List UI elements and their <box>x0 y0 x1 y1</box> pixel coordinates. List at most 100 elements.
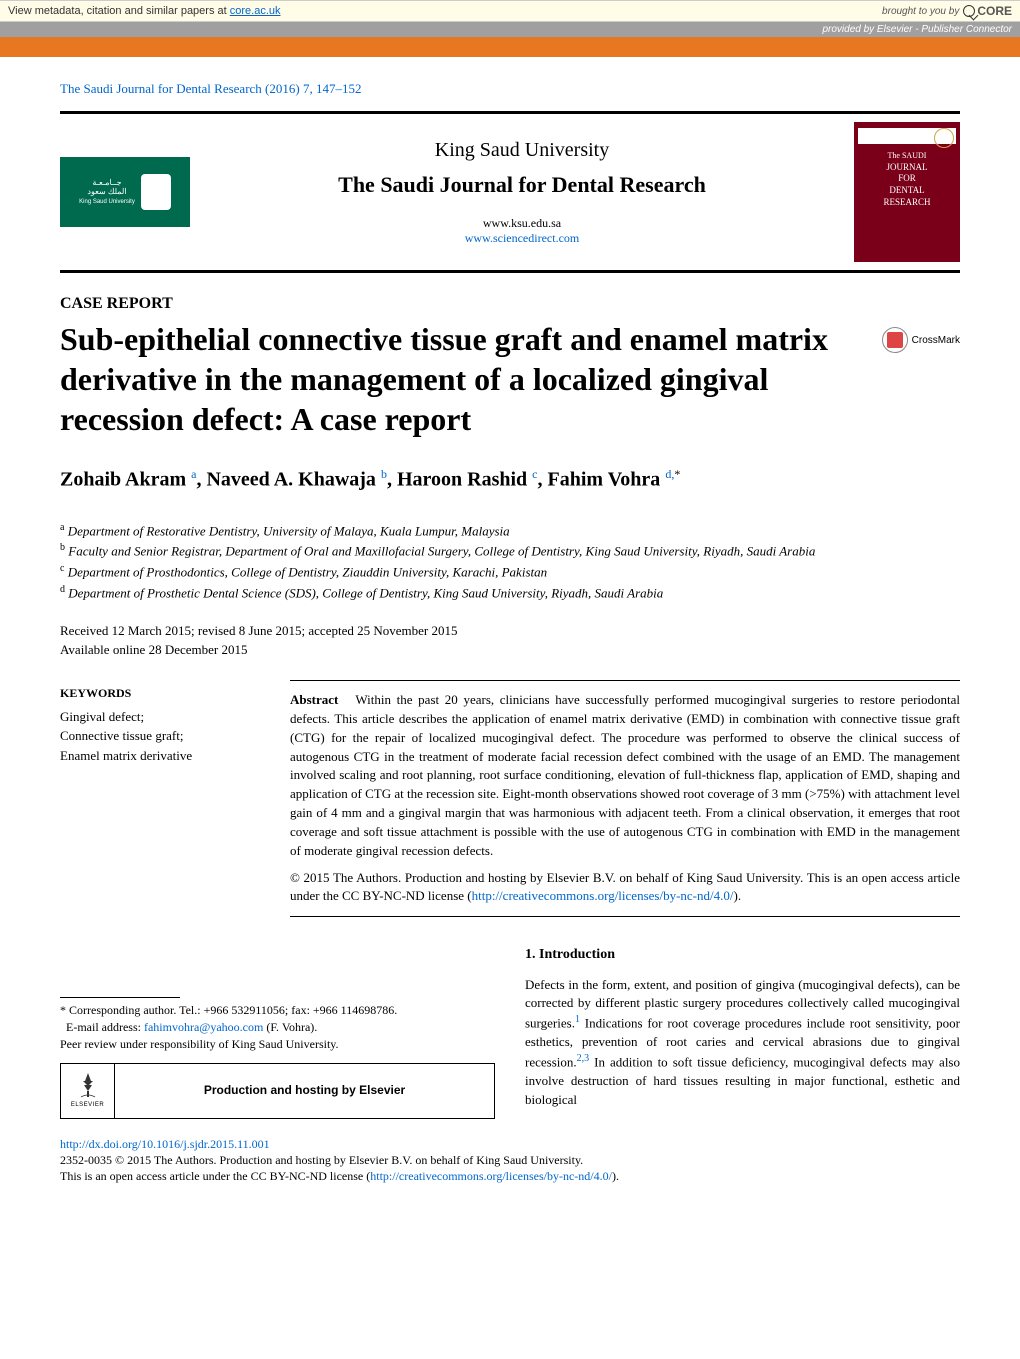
author-4: Fahim Vohra <box>548 469 661 491</box>
author-2-aff[interactable]: b <box>381 467 387 481</box>
cover-line2: FOR <box>898 173 916 183</box>
hosting-text: Production and hosting by Elsevier <box>115 1082 494 1099</box>
copyright-prefix: This is an open access article under the… <box>60 1169 370 1183</box>
citation-link[interactable]: The Saudi Journal for Dental Research (2… <box>60 81 361 96</box>
abstract-label: Abstract <box>290 692 338 707</box>
crossmark-icon <box>882 327 908 353</box>
provided-by-bar: provided by Elsevier - Publisher Connect… <box>0 22 1020 37</box>
aff-b: b Faculty and Senior Registrar, Departme… <box>60 540 960 561</box>
intro-heading: 1. Introduction <box>525 945 960 965</box>
core-logo-text: CORE <box>977 4 1012 18</box>
bottom-copyright: 2352-0035 © 2015 The Authors. Production… <box>60 1152 960 1186</box>
right-column: 1. Introduction Defects in the form, ext… <box>525 945 960 1118</box>
abstract-license-link[interactable]: http://creativecommons.org/licenses/by-n… <box>472 888 734 903</box>
cover-text: The SAUDI JOURNAL FOR DENTAL RESEARCH <box>858 150 956 208</box>
crossmark-badge[interactable]: CrossMark <box>882 327 960 353</box>
intro-text-3: In addition to soft tissue deficiency, m… <box>525 1055 960 1108</box>
intro-ref-2[interactable]: 2,3 <box>577 1053 590 1064</box>
author-4-star: * <box>674 467 680 481</box>
authors: Zohaib Akram a, Naveed A. Khawaja b, Har… <box>60 467 960 492</box>
aff-a: a Department of Restorative Dentistry, U… <box>60 520 960 541</box>
abstract-close: ). <box>733 888 741 903</box>
cover-saudi: SAUDI <box>902 151 926 160</box>
ksu-arabic: جــامـعـة الملك سعود King Saud Universit… <box>79 179 135 205</box>
doi-line: http://dx.doi.org/10.1016/j.sjdr.2015.11… <box>60 1137 960 1152</box>
elsevier-tree-icon <box>73 1071 103 1101</box>
author-2: Naveed A. Khawaja <box>206 469 375 491</box>
header-box: جــامـعـة الملك سعود King Saud Universit… <box>60 111 960 273</box>
author-4-aff[interactable]: d, <box>665 467 674 481</box>
journal-cover: The SAUDI JOURNAL FOR DENTAL RESEARCH <box>854 122 960 262</box>
aff-c: c Department of Prosthodontics, College … <box>60 561 960 582</box>
doi-link[interactable]: http://dx.doi.org/10.1016/j.sjdr.2015.11… <box>60 1137 270 1151</box>
ksu-arabic-2: الملك سعود <box>79 188 135 197</box>
body-columns: * Corresponding author. Tel.: +966 53291… <box>60 945 960 1118</box>
copyright-suffix: ). <box>612 1169 619 1183</box>
url-sciencedirect[interactable]: www.sciencedirect.com <box>465 231 580 245</box>
abstract-column: Abstract Within the past 20 years, clini… <box>290 680 960 917</box>
email-suffix: (F. Vohra). <box>263 1020 317 1034</box>
aff-c-text: Department of Prosthodontics, College of… <box>68 565 547 580</box>
footnotes: * Corresponding author. Tel.: +966 53291… <box>60 1002 495 1052</box>
abstract-copyright: © 2015 The Authors. Production and hosti… <box>290 869 960 907</box>
peer-review: Peer review under responsibility of King… <box>60 1036 495 1053</box>
ksu-logo: جــامـعـة الملك سعود King Saud Universit… <box>60 157 190 227</box>
journal-citation[interactable]: The Saudi Journal for Dental Research (2… <box>60 81 960 97</box>
core-link[interactable]: core.ac.uk <box>230 5 281 17</box>
article-type: CASE REPORT <box>60 295 960 313</box>
abstract-text: Within the past 20 years, clinicians hav… <box>290 692 960 858</box>
cover-seal-icon <box>934 128 954 148</box>
cover-line3: DENTAL <box>889 185 924 195</box>
journal-name: The Saudi Journal for Dental Research <box>190 172 854 198</box>
article-dates: Received 12 March 2015; revised 8 June 2… <box>60 621 960 660</box>
affiliations: a Department of Restorative Dentistry, U… <box>60 520 960 603</box>
abstract-block: KEYWORDS Gingival defect; Connective tis… <box>60 680 960 917</box>
elsevier-logo: ELSEVIER <box>61 1064 115 1118</box>
left-column: * Corresponding author. Tel.: +966 53291… <box>60 945 495 1118</box>
aff-a-text: Department of Restorative Dentistry, Uni… <box>68 523 510 538</box>
ksu-english-small: King Saud University <box>79 199 135 206</box>
core-left: View metadata, citation and similar pape… <box>8 5 882 17</box>
author-3: Haroon Rashid <box>397 469 527 491</box>
cover-line4: RESEARCH <box>883 197 930 207</box>
email-label: E-mail address: <box>66 1020 144 1034</box>
page-content: The Saudi Journal for Dental Research (2… <box>0 57 1020 1225</box>
url-ksu: www.ksu.edu.sa <box>190 216 854 231</box>
title-row: Sub-epithelial connective tissue graft a… <box>60 319 960 439</box>
copyright-line-2: This is an open access article under the… <box>60 1168 960 1185</box>
cover-prefix: The <box>888 151 900 160</box>
orange-divider <box>0 37 1020 57</box>
ksu-emblem-icon <box>141 174 171 210</box>
core-logo[interactable]: CORE <box>963 4 1012 18</box>
author-3-aff[interactable]: c <box>532 467 537 481</box>
aff-d-text: Department of Prosthetic Dental Science … <box>68 585 663 600</box>
email-line: E-mail address: fahimvohra@yahoo.com (F.… <box>60 1019 495 1036</box>
dates-received: Received 12 March 2015; revised 8 June 2… <box>60 621 960 641</box>
dates-online: Available online 28 December 2015 <box>60 640 960 660</box>
core-left-prefix: View metadata, citation and similar pape… <box>8 5 230 17</box>
cover-line1: JOURNAL <box>886 162 927 172</box>
elsevier-text: ELSEVIER <box>71 1101 104 1110</box>
keyword-3: Enamel matrix derivative <box>60 746 260 766</box>
intro-paragraph: Defects in the form, extent, and positio… <box>525 976 960 1111</box>
corresponding-author: * Corresponding author. Tel.: +966 53291… <box>60 1002 495 1019</box>
keyword-1: Gingival defect; <box>60 707 260 727</box>
author-1-aff[interactable]: a <box>191 467 196 481</box>
aff-d: d Department of Prosthetic Dental Scienc… <box>60 582 960 603</box>
aff-b-text: Faculty and Senior Registrar, Department… <box>68 544 815 559</box>
footnote-rule <box>60 997 180 998</box>
keywords-list: Gingival defect; Connective tissue graft… <box>60 707 260 766</box>
core-logo-icon <box>963 5 975 17</box>
keyword-2: Connective tissue graft; <box>60 726 260 746</box>
crossmark-text: CrossMark <box>912 335 960 346</box>
bottom-license-link[interactable]: http://creativecommons.org/licenses/by-n… <box>370 1169 612 1183</box>
header-center: King Saud University The Saudi Journal f… <box>190 139 854 246</box>
author-1: Zohaib Akram <box>60 469 186 491</box>
keywords-title: KEYWORDS <box>60 686 260 701</box>
email-link[interactable]: fahimvohra@yahoo.com <box>144 1020 263 1034</box>
keywords-column: KEYWORDS Gingival defect; Connective tis… <box>60 680 260 917</box>
ksu-logo-inner: جــامـعـة الملك سعود King Saud Universit… <box>79 174 171 210</box>
header-urls: www.ksu.edu.sa www.sciencedirect.com <box>190 216 854 246</box>
copyright-line-1: 2352-0035 © 2015 The Authors. Production… <box>60 1152 960 1169</box>
article-title: Sub-epithelial connective tissue graft a… <box>60 319 862 439</box>
